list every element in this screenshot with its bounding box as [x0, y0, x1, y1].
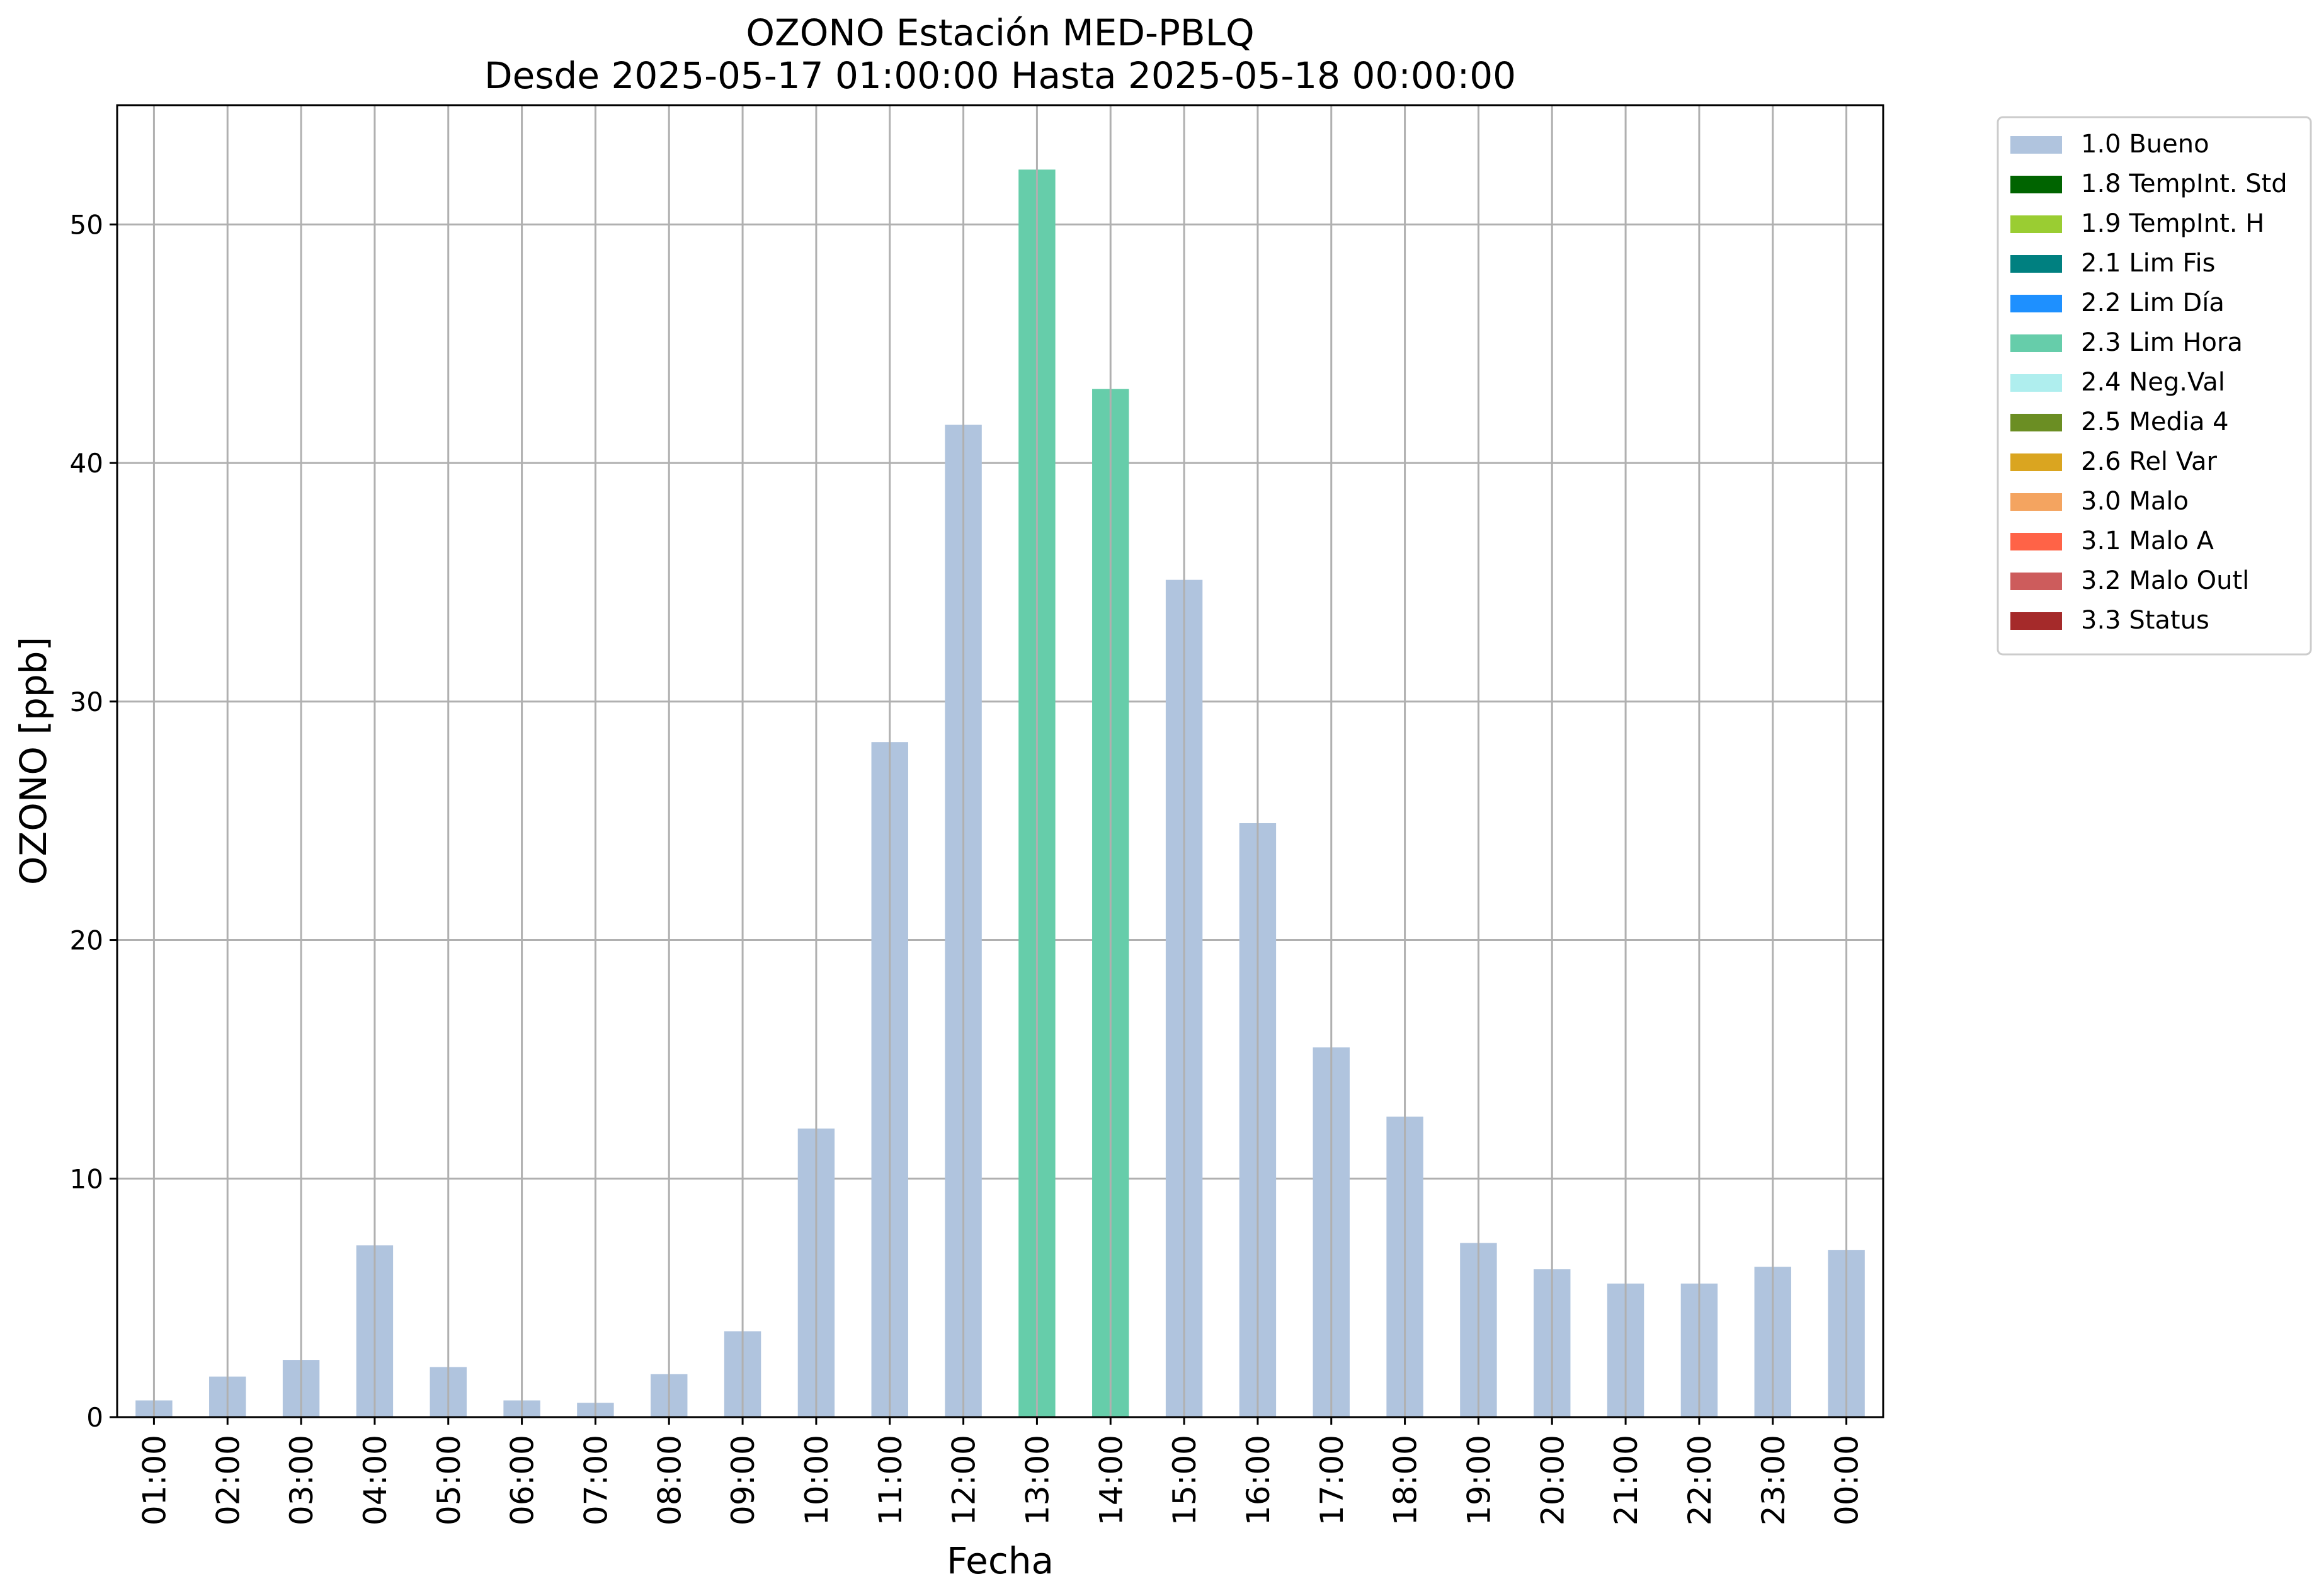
legend-swatch	[2010, 136, 2062, 154]
y-tick-label: 10	[70, 1163, 103, 1194]
legend-swatch	[2010, 374, 2062, 392]
y-tick-label: 50	[70, 209, 103, 240]
chart-subtitle: Desde 2025-05-17 01:00:00 Hasta 2025-05-…	[484, 54, 1516, 97]
x-tick-label: 13:00	[1019, 1435, 1056, 1525]
y-tick-label: 20	[70, 925, 103, 956]
x-tick-label: 12:00	[946, 1435, 983, 1525]
x-tick-label: 15:00	[1166, 1435, 1203, 1525]
x-tick-label: 21:00	[1608, 1435, 1644, 1525]
x-tick-label: 19:00	[1461, 1435, 1497, 1525]
legend-swatch	[2010, 334, 2062, 352]
legend-swatch	[2010, 215, 2062, 233]
legend-swatch	[2010, 414, 2062, 431]
vertical-grid-lines	[152, 105, 1848, 1417]
x-tick-label: 23:00	[1755, 1435, 1792, 1525]
y-axis-label: OZONO [ppb]	[12, 637, 55, 885]
legend-swatch	[2010, 493, 2062, 511]
y-tick-label: 30	[70, 687, 103, 717]
legend-item-label: 3.2 Malo Outl	[2081, 566, 2249, 595]
plot-frame	[116, 104, 1884, 1418]
x-tick-label: 22:00	[1682, 1435, 1718, 1525]
legend-swatch	[2010, 533, 2062, 550]
x-tick-label: 03:00	[283, 1435, 320, 1525]
legend-item-label: 2.4 Neg.Val	[2081, 368, 2225, 397]
legend-swatch	[2010, 255, 2062, 273]
x-tick-label: 00:00	[1829, 1435, 1866, 1525]
legend-swatch	[2010, 176, 2062, 193]
x-tick-label: 10:00	[799, 1435, 835, 1525]
x-tick-label: 09:00	[725, 1435, 761, 1525]
y-axis-ticks: 0 10 20 30 40 50	[70, 209, 117, 1433]
legend-item-label: 2.5 Media 4	[2081, 408, 2229, 436]
x-tick-label: 08:00	[651, 1435, 688, 1525]
legend: 1.0 Bueno 1.8 TempInt. Std 1.9 TempInt. H 2…	[1997, 116, 2312, 656]
legend-item-label: 3.0 Malo	[2081, 487, 2189, 516]
chart-title: OZONO Estación MED-PBLQ	[746, 11, 1254, 54]
bars-group	[135, 169, 1865, 1418]
legend-item-label: 2.6 Rel Var	[2081, 447, 2218, 476]
x-tick-label: 11:00	[872, 1435, 909, 1525]
x-tick-label: 02:00	[210, 1435, 246, 1525]
x-tick-label: 16:00	[1240, 1435, 1277, 1525]
x-tick-label: 04:00	[357, 1435, 394, 1525]
x-tick-label: 17:00	[1314, 1435, 1350, 1525]
legend-item-label: 3.1 Malo A	[2081, 527, 2214, 556]
y-tick-label: 0	[86, 1402, 103, 1433]
x-tick-label: 01:00	[136, 1435, 173, 1525]
legend-item-label: 3.3 Status	[2081, 606, 2209, 635]
legend-item-label: 2.3 Lim Hora	[2081, 328, 2243, 357]
y-tick-label: 40	[70, 448, 103, 479]
x-tick-label: 18:00	[1387, 1435, 1424, 1525]
x-axis-ticks: 01:00 02:00 03:00 04:00 05:00 06:00 07:00 08:00…	[136, 1417, 1866, 1525]
legend-swatch	[2010, 612, 2062, 630]
legend-item-label: 1.8 TempInt. Std	[2081, 169, 2288, 198]
x-tick-label: 06:00	[504, 1435, 541, 1525]
legend-item-label: 2.1 Lim Fis	[2081, 249, 2215, 278]
x-tick-label: 07:00	[578, 1435, 614, 1525]
x-tick-label: 05:00	[431, 1435, 467, 1525]
legend-swatch	[2010, 453, 2062, 471]
x-tick-label: 20:00	[1534, 1435, 1571, 1525]
legend-frame	[1997, 116, 2312, 656]
legend-swatch	[2010, 573, 2062, 590]
legend-item-label: 1.9 TempInt. H	[2081, 209, 2264, 238]
legend-swatch	[2010, 295, 2062, 312]
grid-lines	[117, 223, 1883, 1418]
legend-item-label: 2.2 Lim Día	[2081, 288, 2225, 317]
x-axis-label: Fecha	[947, 1539, 1054, 1582]
legend-item-label: 1.0 Bueno	[2081, 130, 2209, 159]
x-tick-label: 14:00	[1093, 1435, 1129, 1525]
